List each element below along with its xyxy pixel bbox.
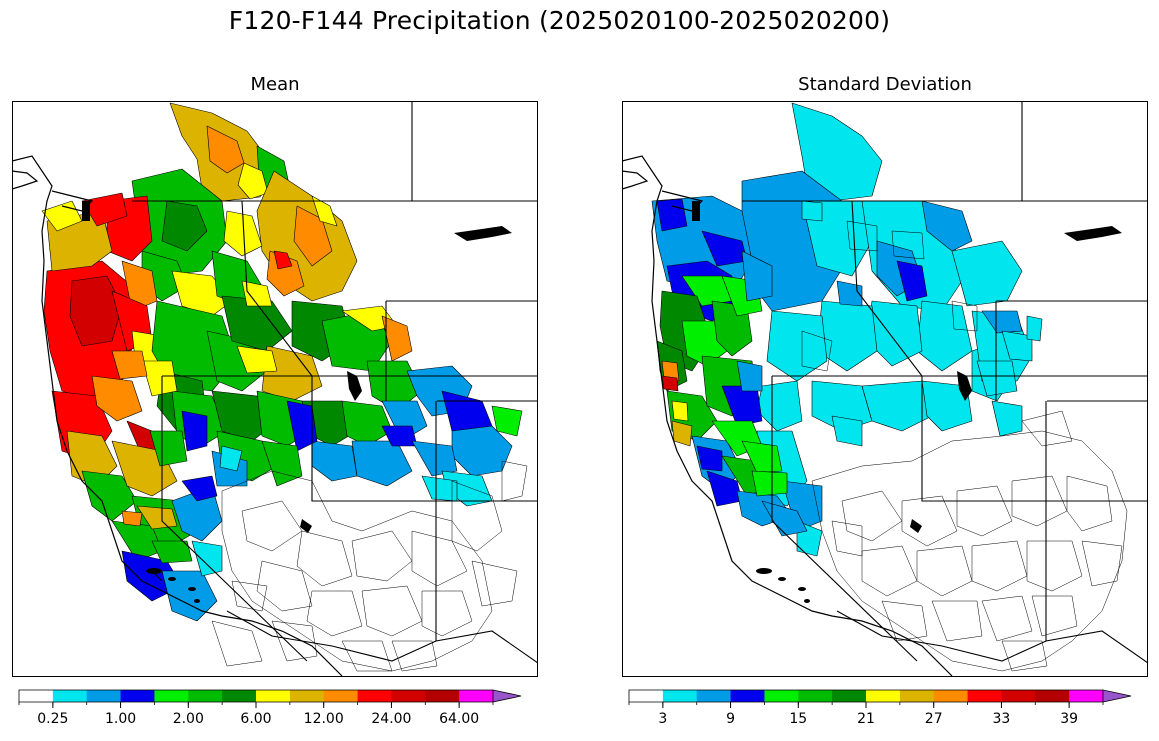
stddev-colorbar-tick-label: 15 bbox=[789, 711, 807, 727]
mean-colorbar-color-segment bbox=[86, 690, 122, 702]
stddev-panel-title: Standard Deviation bbox=[798, 74, 972, 95]
mean-colorbar-color-segment bbox=[52, 690, 88, 702]
stddev-colorbar-color-segment bbox=[798, 690, 833, 702]
mean-colorbar: 0.25 1.00 2.00 6.00 12.00 24.00 64.00 bbox=[18, 687, 531, 735]
stddev-colorbar-color-segment bbox=[764, 690, 799, 702]
stddev-colorbar-tick-label: 9 bbox=[726, 711, 735, 727]
mean-colorbar-tick-label: 2.00 bbox=[173, 711, 204, 727]
stddev-colorbar-color-segment bbox=[832, 690, 867, 702]
stddev-colorbar-tick-label: 33 bbox=[993, 711, 1011, 727]
mean-colorbar-color-segment bbox=[188, 690, 223, 702]
stddev-colorbar-color-segment bbox=[662, 690, 698, 702]
mean-colorbar-color-segment bbox=[357, 690, 392, 702]
mean-colorbar-color-segment bbox=[459, 690, 494, 702]
stddev-colorbar-tick-label: 3 bbox=[658, 711, 667, 727]
mean-colorbar-color-segment bbox=[256, 690, 291, 702]
stddev-colorbar: 3 9 15 21 27 33 39 bbox=[628, 687, 1141, 735]
stddev-colorbar-color-segment bbox=[933, 690, 969, 702]
stddev-colorbar-extend-arrow bbox=[1102, 689, 1132, 703]
stddev-colorbar-color-segment bbox=[967, 690, 1002, 702]
mean-colorbar-tick-label: 6.00 bbox=[240, 711, 271, 727]
mean-colorbar-color-segment bbox=[289, 690, 325, 702]
mean-colorbar-color-segment bbox=[323, 690, 359, 702]
mean-panel-title: Mean bbox=[250, 74, 300, 95]
stddev-colorbar-color-segment bbox=[1001, 690, 1036, 702]
stddev-colorbar-color-segment bbox=[696, 690, 732, 702]
mean-colorbar-color-segment bbox=[391, 690, 426, 702]
mean-colorbar-tick-label: 0.25 bbox=[37, 711, 68, 727]
mean-colorbar-tick-label: 1.00 bbox=[105, 711, 136, 727]
mean-colorbar-color-segment bbox=[425, 690, 460, 702]
stddev-colorbar-color-segment bbox=[730, 690, 765, 702]
stddev-colorbar-tick-label: 21 bbox=[857, 711, 875, 727]
mean-colorbar-tick-label: 64.00 bbox=[439, 711, 479, 727]
stddev-colorbar-color-segment bbox=[899, 690, 935, 702]
mean-colorbar-color-segment bbox=[222, 690, 257, 702]
stddev-colorbar-color-segment bbox=[1069, 690, 1104, 702]
stddev-colorbar-color-segment bbox=[866, 690, 901, 702]
figure-title: F120-F144 Precipitation (2025020100-2025… bbox=[228, 6, 891, 35]
stddev-colorbar-color-segment bbox=[629, 690, 664, 702]
stddev-region-north-cyan bbox=[791, 102, 883, 202]
stddev-colorbar-tick-label: 27 bbox=[925, 711, 943, 727]
mean-map bbox=[12, 101, 538, 677]
stddev-map bbox=[622, 101, 1148, 677]
mean-colorbar-extend-arrow bbox=[492, 689, 522, 703]
mean-colorbar-tick-label: 24.00 bbox=[371, 711, 411, 727]
mean-colorbar-color-segment bbox=[154, 690, 189, 702]
mean-colorbar-color-segment bbox=[19, 690, 54, 702]
stddev-colorbar-tick-label: 39 bbox=[1060, 711, 1078, 727]
mean-colorbar-color-segment bbox=[120, 690, 155, 702]
stddev-colorbar-color-segment bbox=[1035, 690, 1070, 702]
mean-colorbar-tick-label: 12.00 bbox=[304, 711, 344, 727]
